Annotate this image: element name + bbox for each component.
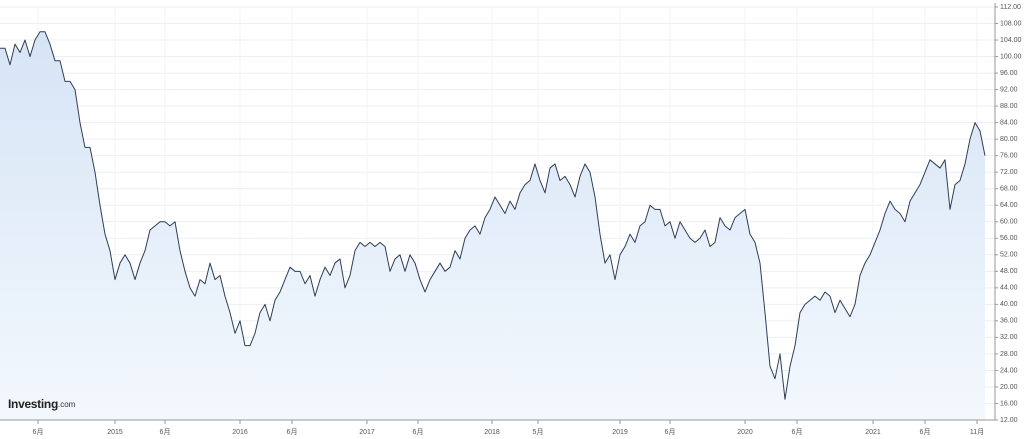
y-tick-label: 16.00 — [1000, 400, 1018, 407]
x-tick-label: 6月 — [413, 428, 424, 436]
area — [0, 31, 985, 421]
x-tick-label: 2021 — [865, 429, 881, 436]
plot — [0, 31, 986, 421]
x-tick-label: 5月 — [533, 428, 544, 436]
x-tick-label: 6月 — [287, 428, 298, 436]
x-tick-label: 6月 — [33, 428, 44, 436]
y-tick-label: 80.00 — [1000, 136, 1018, 143]
y-tick-label: 20.00 — [1000, 384, 1018, 391]
y-tick-label: 36.00 — [1000, 318, 1018, 325]
y-tick-label: 24.00 — [1000, 367, 1018, 374]
x-tick-label: 2017 — [359, 429, 375, 436]
x-tick-label: 2020 — [737, 429, 753, 436]
x-tick-label: 11月 — [970, 428, 984, 436]
line — [0, 31, 986, 400]
watermark: Investing.com — [8, 397, 76, 411]
x-tick-label: 2015 — [107, 429, 123, 436]
x-tick-label: 6月 — [160, 428, 171, 436]
y-tick-label: 112.00 — [1000, 4, 1021, 11]
y-tick-label: 44.00 — [1000, 285, 1018, 292]
y-tick-label: 12.00 — [1000, 417, 1018, 424]
x-tick-label: 6月 — [792, 428, 803, 436]
y-tick-label: 56.00 — [1000, 235, 1018, 242]
y-tick-label: 76.00 — [1000, 153, 1018, 160]
y-tick-label: 92.00 — [1000, 86, 1018, 93]
y-tick-label: 108.00 — [1000, 20, 1022, 27]
x-tick-label: 2019 — [612, 429, 628, 436]
y-tick-label: 104.00 — [1000, 37, 1022, 44]
axes: 12.00 16.00 20.00 24.00 28.00 32.00 36.00 40.00… — [0, 3, 1022, 436]
y-tick-label: 60.00 — [1000, 219, 1018, 226]
x-tick-label: 6月 — [920, 428, 931, 436]
x-tick-label: 6月 — [665, 428, 676, 436]
y-tick-label: 68.00 — [1000, 186, 1018, 193]
y-tick-label: 84.00 — [1000, 119, 1018, 126]
y-tick-label: 64.00 — [1000, 202, 1018, 209]
y-tick-label: 100.00 — [1000, 53, 1022, 60]
x-tick-label: 2018 — [484, 429, 500, 436]
y-tick-label: 96.00 — [1000, 70, 1018, 77]
y-tick-label: 40.00 — [1000, 301, 1018, 308]
y-tick-label: 88.00 — [1000, 103, 1018, 110]
y-tick-label: 28.00 — [1000, 351, 1018, 358]
watermark-suffix: .com — [58, 400, 76, 409]
y-tick-label: 52.00 — [1000, 252, 1018, 259]
y-tick-label: 72.00 — [1000, 169, 1018, 176]
watermark-brand: Investing — [8, 397, 58, 411]
x-tick-label: 2016 — [232, 429, 248, 436]
y-tick-label: 48.00 — [1000, 268, 1018, 275]
y-tick-label: 32.00 — [1000, 334, 1018, 341]
